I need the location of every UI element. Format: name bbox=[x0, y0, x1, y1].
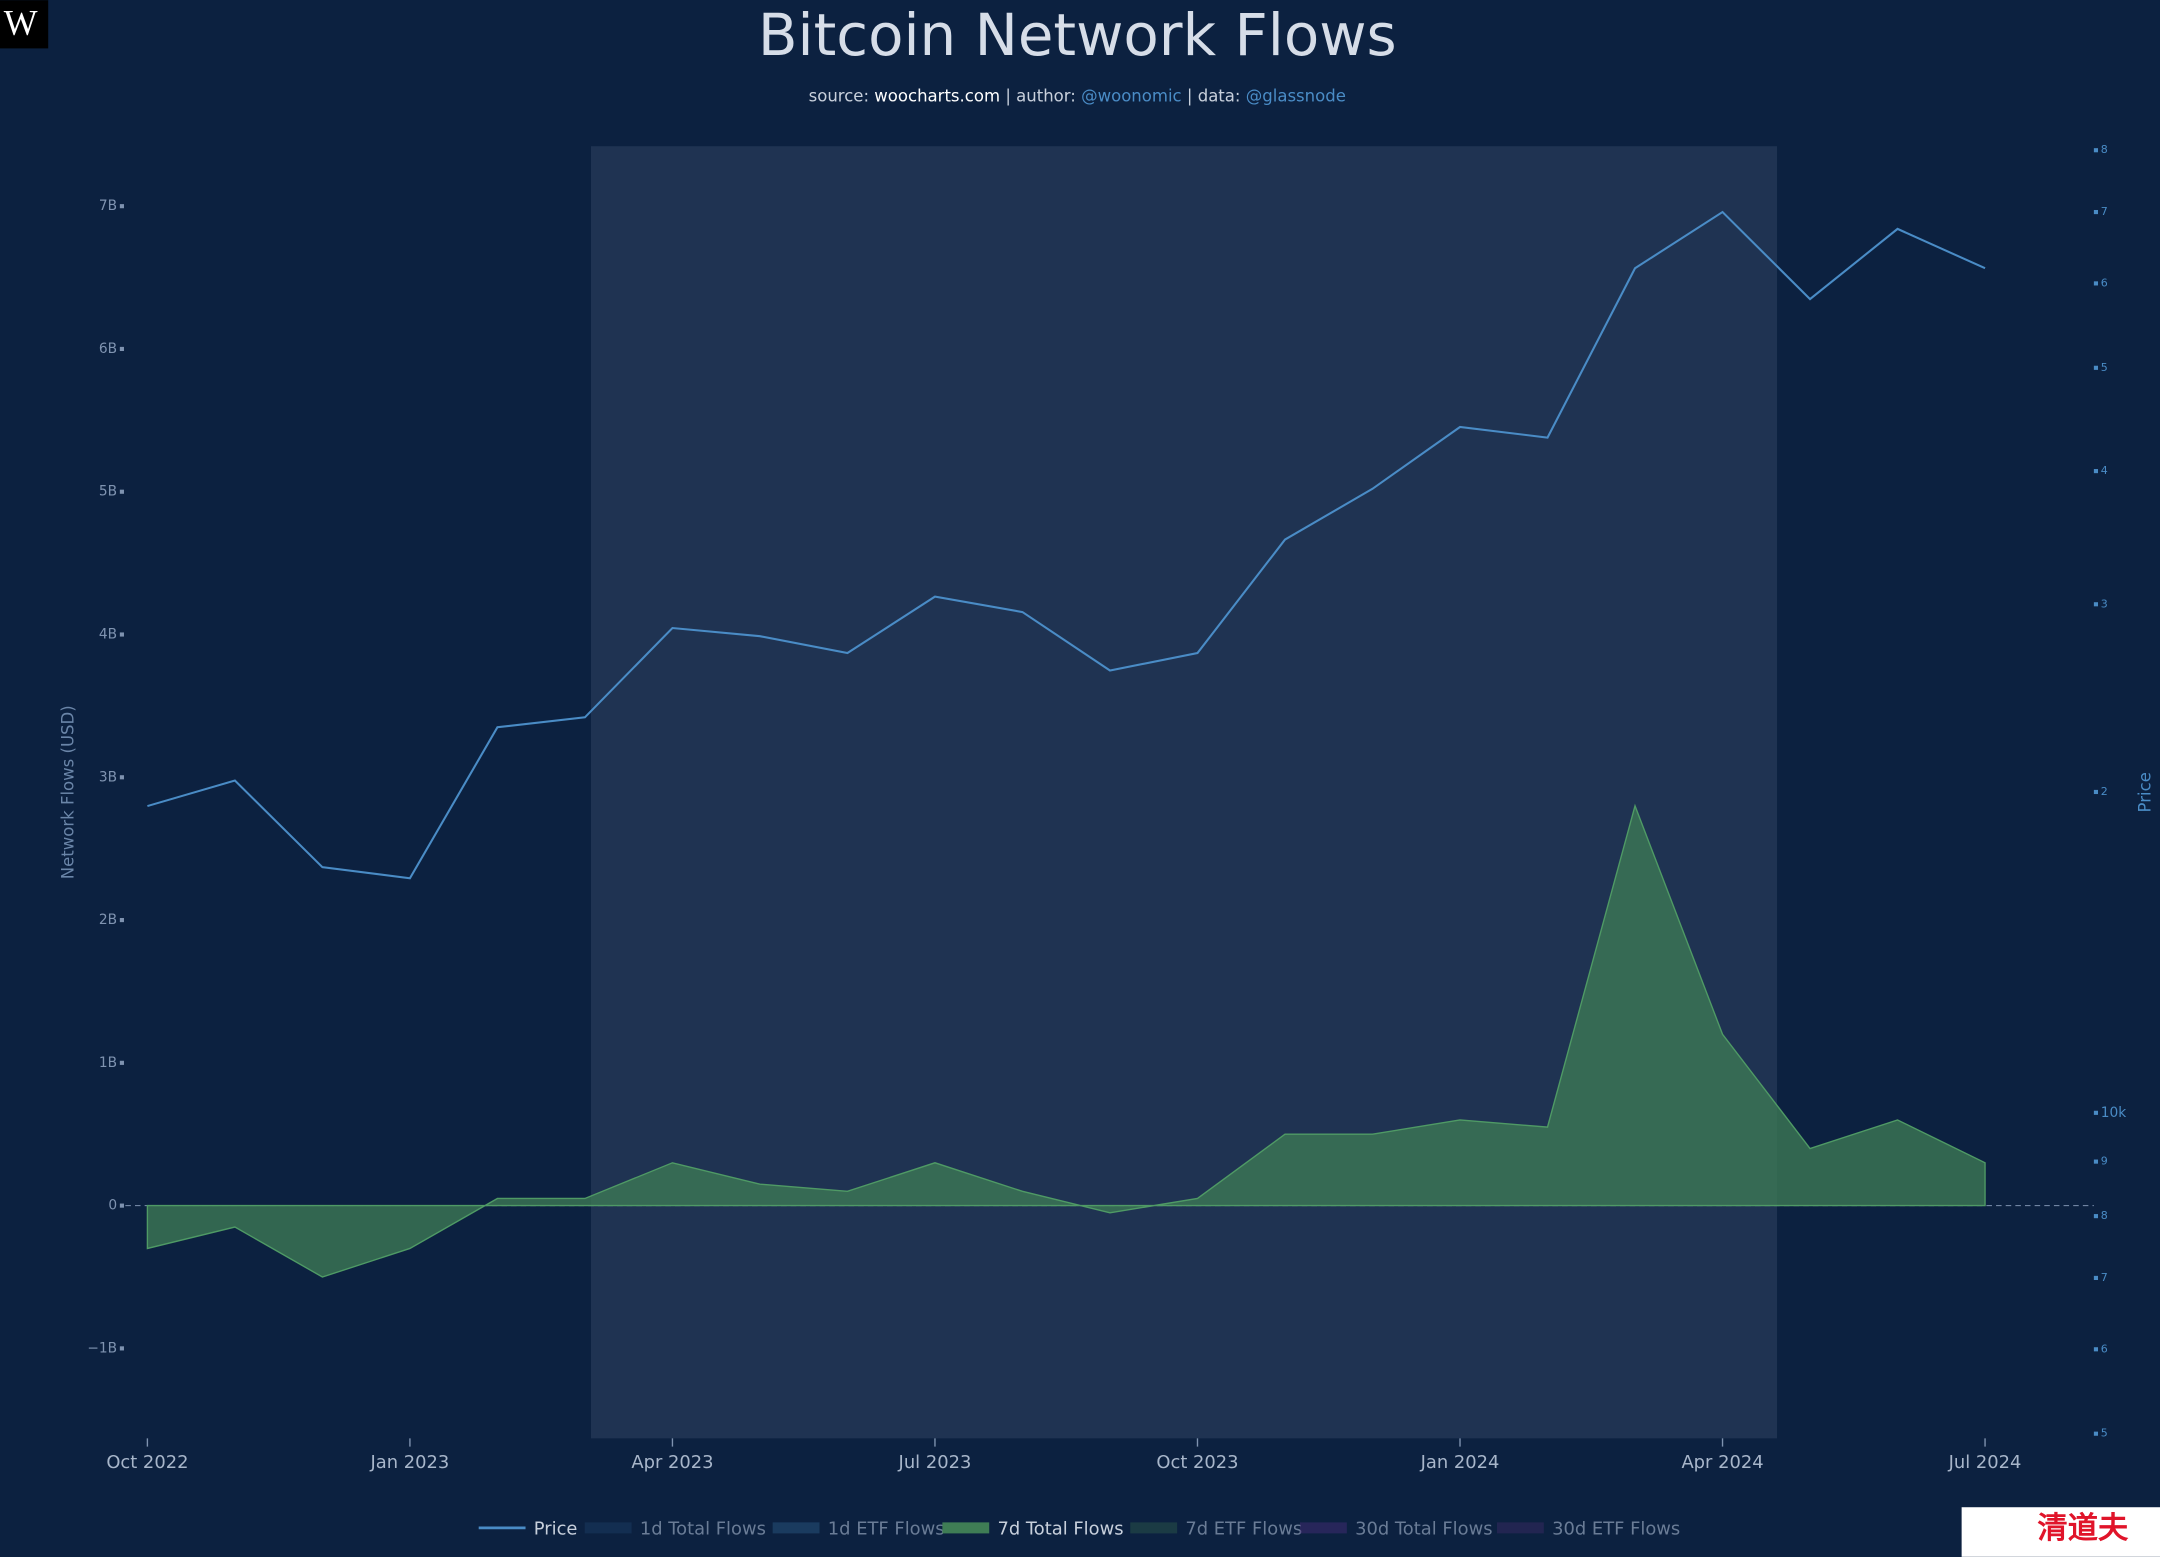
subtitle-part: | author: bbox=[1005, 86, 1081, 105]
legend-swatch bbox=[1496, 1522, 1544, 1534]
y-tick-mark bbox=[119, 1203, 124, 1208]
legend-swatch bbox=[1130, 1522, 1178, 1534]
x-tick-label: Apr 2024 bbox=[1681, 1452, 1763, 1473]
y-tick-mark bbox=[119, 1346, 124, 1351]
x-tick-label: Jan 2023 bbox=[370, 1452, 450, 1473]
subtitle-part: @woonomic bbox=[1081, 86, 1187, 105]
y-tick-label: 0 bbox=[108, 1198, 117, 1214]
y2-tick-label: 9 bbox=[2101, 1155, 2108, 1168]
y-tick-mark bbox=[119, 775, 124, 780]
y-tick-label: 4B bbox=[99, 627, 117, 643]
y2-tick-label: 8 bbox=[2101, 143, 2108, 156]
y-tick-label: 3B bbox=[99, 769, 117, 785]
y2-tick-label: 7 bbox=[2101, 1271, 2108, 1284]
y2-tick-mark bbox=[2093, 281, 2099, 286]
y2-tick-label: 2 bbox=[2101, 785, 2108, 798]
y-axis-label: Network Flows (USD) bbox=[58, 705, 77, 879]
y2-tick-mark bbox=[2093, 1110, 2099, 1115]
flow-area bbox=[146, 803, 1986, 1278]
legend-label: Price bbox=[534, 1518, 578, 1539]
y2-tick-mark bbox=[2093, 1275, 2099, 1281]
y-tick-label: 2B bbox=[99, 912, 117, 928]
y-tick-label: 5B bbox=[99, 484, 117, 500]
y2-tick-label: 8 bbox=[2101, 1209, 2108, 1222]
y2-tick-mark bbox=[2093, 1347, 2099, 1352]
subtitle-part: | data: bbox=[1187, 86, 1246, 105]
y2-tick-label: 4 bbox=[2101, 464, 2108, 477]
y-tick-mark bbox=[119, 204, 124, 209]
legend-swatch bbox=[584, 1522, 632, 1534]
subtitle-part: @glassnode bbox=[1246, 86, 1346, 105]
y2-tick-mark bbox=[2093, 148, 2099, 153]
legend-swatch bbox=[772, 1522, 820, 1534]
x-tick-label: Jan 2024 bbox=[1420, 1452, 1500, 1473]
y-tick-label: 1B bbox=[99, 1055, 117, 1071]
subtitle-part: source: bbox=[809, 86, 875, 105]
watermark-box bbox=[1961, 1507, 2160, 1557]
y-tick-mark bbox=[119, 1060, 124, 1065]
y-tick-mark bbox=[119, 632, 124, 637]
legend-label: 1d Total Flows bbox=[640, 1518, 766, 1539]
y-tick-mark bbox=[119, 489, 124, 494]
y-tick-mark bbox=[119, 917, 124, 923]
legend-label: 1d ETF Flows bbox=[828, 1518, 945, 1539]
x-tick-label: Oct 2022 bbox=[106, 1452, 188, 1473]
y2-tick-mark bbox=[2093, 1214, 2099, 1219]
x-tick-label: Oct 2023 bbox=[1156, 1452, 1238, 1473]
x-tick-label: Apr 2023 bbox=[631, 1452, 713, 1473]
y2-tick-mark bbox=[2093, 789, 2099, 795]
y2-tick-mark bbox=[2093, 365, 2099, 370]
y2-tick-label: 6 bbox=[2101, 276, 2108, 289]
y2-tick-mark bbox=[2093, 1431, 2099, 1436]
y2-tick-mark bbox=[2093, 209, 2099, 215]
y2-tick-label: 5 bbox=[2101, 361, 2108, 374]
y-tick-mark bbox=[119, 346, 124, 352]
y2-tick-label: 7 bbox=[2101, 205, 2108, 218]
y2-tick-label: 10k bbox=[2101, 1105, 2127, 1121]
watermark: 清道夫 bbox=[2037, 1511, 2129, 1546]
logo-box bbox=[0, 0, 49, 49]
subtitle-part: woocharts.com bbox=[874, 86, 1005, 105]
y2-tick-mark bbox=[2093, 602, 2099, 607]
x-tick-label: Jul 2023 bbox=[898, 1452, 972, 1473]
y2-axis-label: Price bbox=[2136, 772, 2155, 812]
y2-tick-mark bbox=[2093, 1159, 2099, 1164]
legend-swatch bbox=[1299, 1522, 1347, 1534]
legend-label: 7d Total Flows bbox=[997, 1518, 1123, 1539]
y-tick-label: 6B bbox=[99, 341, 117, 357]
logo: W bbox=[4, 3, 38, 43]
legend-label: 30d Total Flows bbox=[1355, 1518, 1492, 1539]
y2-tick-mark bbox=[2093, 469, 2099, 474]
y-tick-label: −1B bbox=[87, 1340, 117, 1356]
price-line bbox=[147, 210, 1986, 880]
highlight-region bbox=[590, 146, 1778, 1439]
y-tick-label: 7B bbox=[99, 198, 117, 214]
subtitle: source: woocharts.com | author: @woonomi… bbox=[809, 86, 1346, 105]
y2-tick-label: 6 bbox=[2101, 1342, 2108, 1355]
chart-title: Bitcoin Network Flows bbox=[758, 1, 1397, 69]
legend-label: 7d ETF Flows bbox=[1185, 1518, 1302, 1539]
y2-tick-label: 5 bbox=[2101, 1427, 2108, 1440]
x-tick-label: Jul 2024 bbox=[1948, 1452, 2022, 1473]
y2-tick-label: 3 bbox=[2101, 597, 2108, 610]
legend-label: 30d ETF Flows bbox=[1552, 1518, 1680, 1539]
legend-swatch bbox=[942, 1522, 990, 1534]
